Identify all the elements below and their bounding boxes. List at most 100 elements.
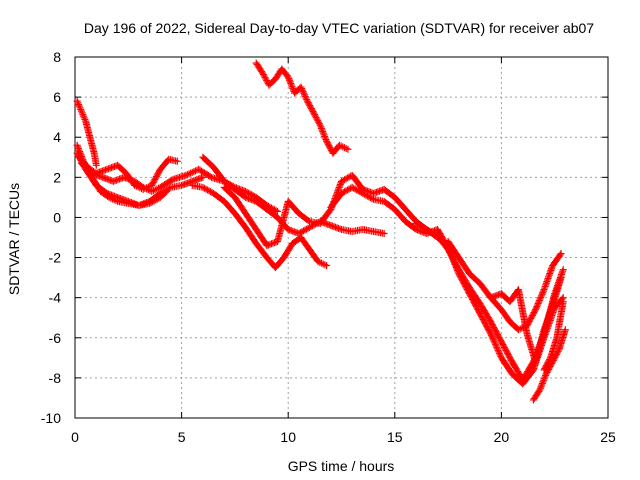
data-point bbox=[308, 106, 316, 114]
data-point bbox=[541, 364, 549, 372]
data-point bbox=[337, 142, 345, 150]
data-point bbox=[487, 331, 495, 339]
data-point bbox=[306, 223, 314, 231]
data-point bbox=[344, 186, 352, 194]
data-point bbox=[162, 186, 170, 194]
data-point bbox=[417, 222, 425, 230]
data-point bbox=[348, 183, 356, 191]
y-tick-label: 4 bbox=[53, 129, 61, 145]
data-point bbox=[316, 121, 324, 129]
x-tick-label: 5 bbox=[178, 429, 186, 445]
data-point bbox=[289, 84, 297, 92]
data-point bbox=[284, 73, 292, 81]
data-point bbox=[540, 375, 548, 383]
data-point bbox=[538, 381, 546, 389]
data-point bbox=[319, 128, 327, 136]
data-point bbox=[303, 97, 311, 105]
data-point bbox=[302, 94, 310, 102]
data-point bbox=[78, 109, 86, 117]
data-point bbox=[185, 170, 193, 178]
data-point bbox=[306, 102, 314, 110]
data-point bbox=[315, 120, 323, 128]
y-tick-labels: -10 -8 -6 -4 -2 0 2 4 6 8 bbox=[41, 49, 61, 426]
data-point bbox=[339, 189, 347, 197]
y-tick-label: -6 bbox=[49, 330, 62, 346]
data-point bbox=[161, 187, 169, 195]
data-point bbox=[79, 110, 87, 118]
data-point bbox=[541, 373, 549, 381]
data-point bbox=[322, 136, 330, 144]
data-point bbox=[486, 328, 494, 336]
data-point bbox=[318, 126, 326, 134]
data-point bbox=[326, 143, 334, 151]
data-point bbox=[429, 229, 437, 237]
data-point bbox=[77, 107, 85, 115]
data-point bbox=[202, 185, 210, 193]
axis-ticks bbox=[74, 56, 609, 419]
data-point bbox=[339, 176, 347, 184]
data-point bbox=[543, 360, 551, 368]
data-point bbox=[307, 105, 315, 113]
data-point bbox=[205, 187, 213, 195]
data-point bbox=[200, 184, 208, 192]
data-point bbox=[533, 301, 541, 309]
data-point bbox=[556, 251, 564, 259]
data-point bbox=[155, 184, 163, 192]
data-point bbox=[537, 383, 545, 391]
data-point bbox=[557, 250, 565, 258]
data-point bbox=[207, 188, 215, 196]
data-point bbox=[299, 227, 307, 235]
data-point bbox=[418, 223, 426, 231]
data-point bbox=[313, 115, 321, 123]
data-point bbox=[190, 168, 198, 176]
data-point bbox=[420, 224, 428, 232]
data-point bbox=[303, 96, 311, 104]
data-point bbox=[494, 346, 502, 354]
data-point bbox=[260, 72, 268, 80]
data-point bbox=[518, 324, 526, 332]
data-point bbox=[341, 176, 349, 184]
data-point bbox=[359, 189, 367, 197]
data-point bbox=[283, 72, 291, 80]
data-point bbox=[156, 189, 164, 197]
data-point bbox=[427, 228, 435, 236]
data-point bbox=[531, 307, 539, 315]
data-point bbox=[488, 333, 496, 341]
data-point bbox=[80, 114, 88, 122]
data-point bbox=[191, 167, 199, 175]
data-point bbox=[312, 114, 320, 122]
series-track-6 bbox=[188, 181, 331, 272]
data-point bbox=[274, 207, 282, 215]
data-point bbox=[338, 177, 345, 185]
data-point bbox=[354, 187, 362, 195]
data-point bbox=[365, 193, 373, 201]
data-point bbox=[535, 296, 543, 304]
data-point bbox=[298, 86, 306, 94]
data-point bbox=[539, 289, 547, 297]
data-point bbox=[285, 75, 293, 83]
data-point bbox=[537, 292, 545, 300]
data-point bbox=[287, 81, 295, 89]
data-point bbox=[323, 262, 331, 270]
series-track-8 bbox=[220, 171, 452, 250]
data-point bbox=[296, 229, 304, 237]
data-point bbox=[536, 295, 544, 303]
data-point bbox=[533, 303, 541, 311]
data-point bbox=[199, 183, 207, 191]
data-point bbox=[203, 186, 211, 194]
data-point bbox=[287, 79, 295, 87]
data-point bbox=[537, 293, 545, 301]
data-point bbox=[412, 219, 420, 227]
data-point bbox=[493, 345, 501, 353]
data-point bbox=[490, 337, 498, 345]
data-point bbox=[206, 172, 214, 180]
data-point bbox=[315, 118, 323, 126]
data-point bbox=[532, 304, 540, 312]
data-point bbox=[491, 340, 499, 348]
data-point bbox=[534, 300, 542, 308]
y-tick-label: -10 bbox=[41, 410, 61, 426]
data-point bbox=[317, 259, 325, 267]
y-tick-label: -4 bbox=[49, 290, 62, 306]
data-point bbox=[323, 137, 331, 145]
x-tick-label: 10 bbox=[280, 429, 296, 445]
